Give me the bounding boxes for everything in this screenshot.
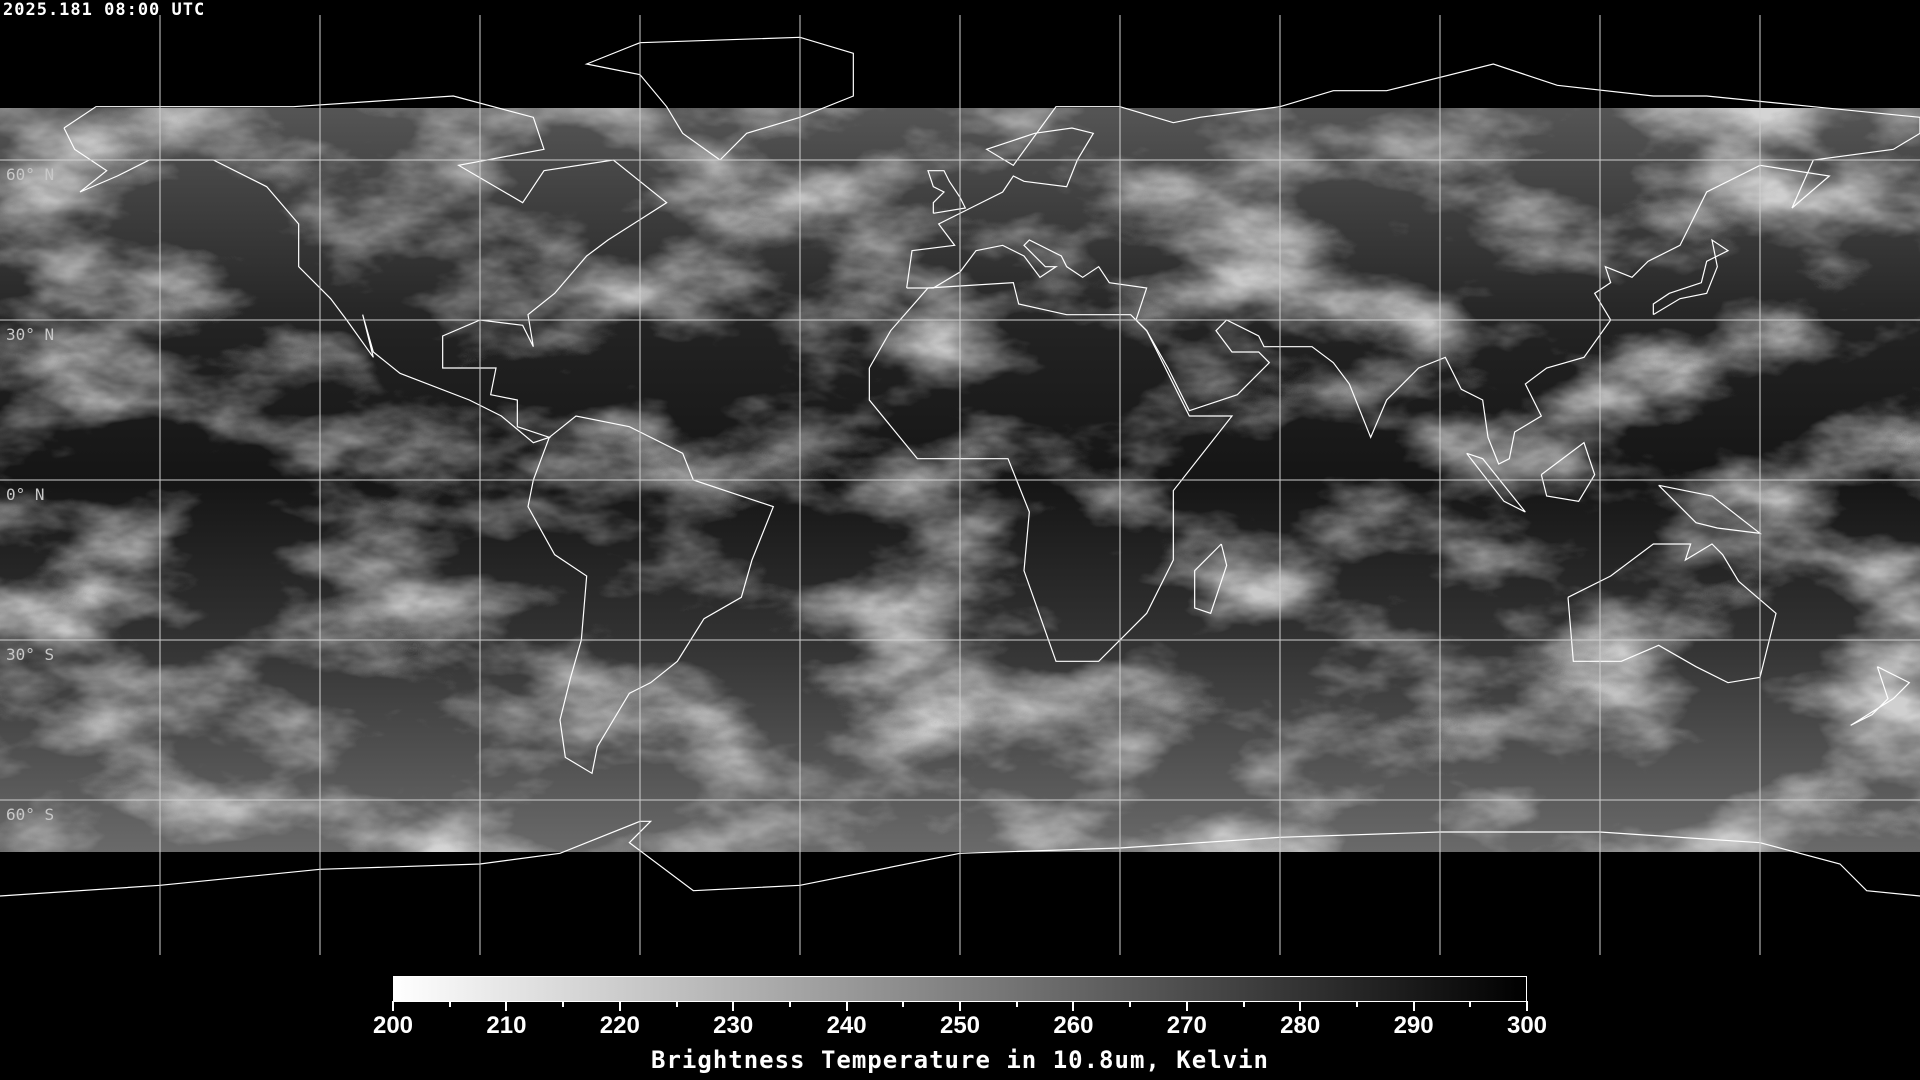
colorbar-title: Brightness Temperature in 10.8um, Kelvin [651, 1046, 1269, 1074]
colorbar-tick-label: 250 [939, 1012, 981, 1039]
lat-label-60n: 60° N [6, 165, 55, 184]
colorbar-major-tick [1412, 1001, 1415, 1011]
coastline-new-guinea [1658, 484, 1763, 535]
lat-label-60s: 60° S [6, 805, 55, 824]
lat-label-30n: 30° N [6, 325, 55, 344]
colorbar-minor-tick [788, 1001, 791, 1007]
colorbar-minor-tick [1242, 1001, 1245, 1007]
colorbar-tick-label: 270 [1166, 1012, 1207, 1039]
coastline-greenland [584, 36, 854, 161]
colorbar-minor-tick [1355, 1001, 1358, 1007]
colorbar-major-tick [959, 1001, 961, 1011]
timestamp: 2025.181 08:00 UTC [3, 0, 206, 20]
coastline-eurasia [906, 63, 1920, 465]
coastlines [0, 36, 1920, 897]
colorbar-minor-tick [1129, 1001, 1132, 1007]
colorbar-major-tick [1299, 1001, 1302, 1011]
coastline-borneo [1540, 441, 1596, 502]
colorbar-tick-label: 290 [1393, 1012, 1434, 1039]
satellite-map [0, 15, 1920, 955]
colorbar [393, 976, 1527, 1002]
colorbar-minor-tick [1469, 1001, 1472, 1007]
lat-lon-grid [0, 15, 1920, 955]
colorbar-tick-label: 280 [1280, 1012, 1321, 1039]
coastline-japan [1652, 238, 1730, 316]
colorbar-major-tick [1526, 1001, 1528, 1011]
colorbar-minor-tick [902, 1001, 905, 1007]
colorbar-major-tick [1185, 1001, 1188, 1011]
colorbar-minor-tick [562, 1001, 565, 1007]
colorbar-major-tick [732, 1001, 735, 1011]
colorbar-tick-label: 210 [486, 1012, 527, 1039]
colorbar-tick-label: 230 [713, 1012, 754, 1039]
coastline-new-zealand [1850, 666, 1911, 726]
colorbar-minor-tick [1015, 1001, 1018, 1007]
colorbar-tick-label: 220 [599, 1012, 640, 1039]
coastline-madagascar [1194, 543, 1228, 615]
colorbar-minor-tick [675, 1001, 678, 1007]
coastline-south-america [527, 415, 775, 775]
colorbar-tick-label: 240 [826, 1012, 867, 1039]
colorbar-minor-tick [448, 1001, 451, 1007]
coastline-great-britain [927, 170, 967, 214]
colorbar-major-tick [618, 1001, 621, 1011]
colorbar-major-tick [505, 1001, 508, 1011]
coastline-sumatra [1466, 452, 1526, 513]
colorbar-major-tick [392, 1001, 394, 1011]
colorbar-major-tick [1072, 1001, 1075, 1011]
colorbar-tick-label: 300 [1506, 1012, 1548, 1039]
lat-label-0: 0° N [6, 485, 45, 504]
lat-label-30s: 30° S [6, 645, 55, 664]
coastline-north-america [63, 95, 668, 444]
coastline-australia [1567, 543, 1777, 684]
colorbar-tick-label: 200 [372, 1012, 414, 1039]
coastline-africa [868, 282, 1234, 662]
colorbar-tick-label: 260 [1053, 1012, 1094, 1039]
colorbar-major-tick [845, 1001, 848, 1011]
